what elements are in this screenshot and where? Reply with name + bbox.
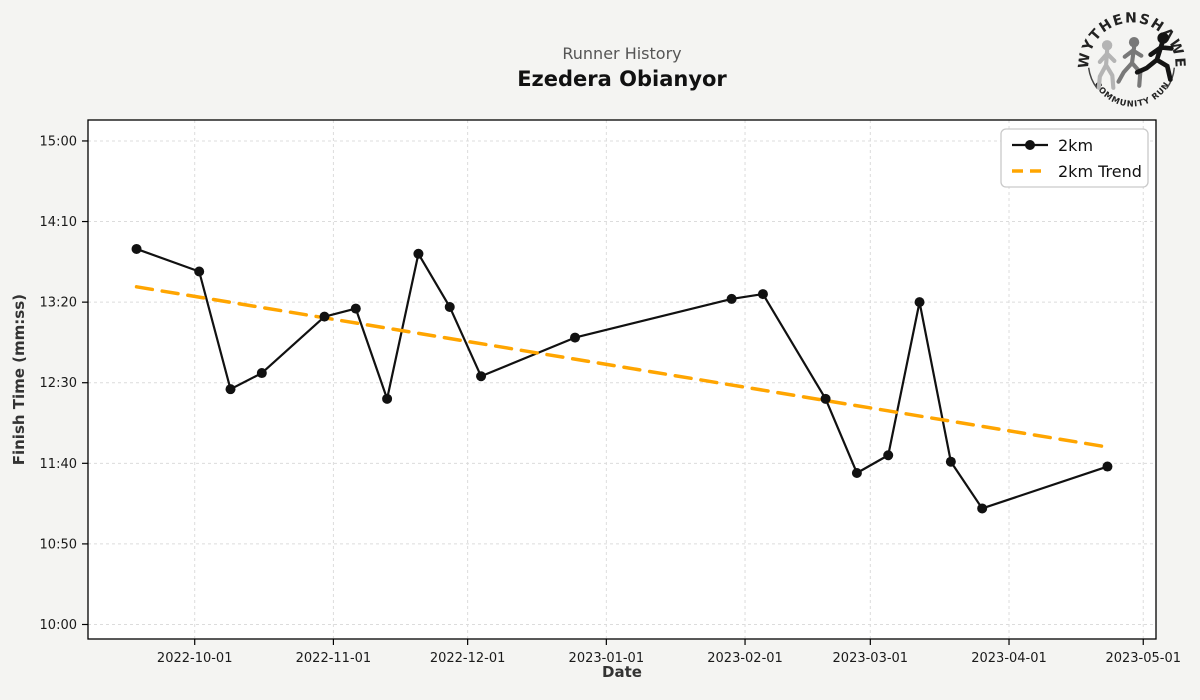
data-point bbox=[757, 289, 768, 300]
y-tick-label: 12:30 bbox=[40, 376, 77, 391]
data-point bbox=[914, 297, 925, 308]
data-point bbox=[851, 467, 862, 478]
x-tick-label: 2023-03-01 bbox=[833, 651, 909, 666]
y-tick-label: 13:20 bbox=[40, 296, 77, 311]
data-point bbox=[413, 248, 424, 259]
y-tick-label: 10:50 bbox=[40, 537, 77, 552]
data-point bbox=[883, 450, 894, 461]
legend-label-2km-trend: 2km Trend bbox=[1058, 162, 1142, 181]
trend-line-2km bbox=[134, 285, 1110, 449]
y-axis-label: Finish Time (mm:ss) bbox=[10, 294, 28, 466]
x-tick-label: 2023-02-01 bbox=[707, 651, 783, 666]
data-point bbox=[194, 266, 205, 277]
x-tick-label: 2022-11-01 bbox=[296, 651, 372, 666]
legend-marker-2km bbox=[1025, 140, 1035, 150]
data-point bbox=[977, 503, 988, 514]
data-point bbox=[350, 303, 361, 314]
y-tick-label: 10:00 bbox=[40, 618, 77, 633]
axes-frame bbox=[87, 119, 1157, 640]
logo-bottom-text: COMMUNITY RUN bbox=[1093, 80, 1172, 109]
data-point bbox=[726, 293, 737, 304]
legend-label-2km: 2km bbox=[1058, 136, 1093, 155]
runner-name: Ezedera Obianyor bbox=[517, 67, 727, 91]
data-point bbox=[131, 243, 142, 254]
runner-icon-sprinter bbox=[1134, 32, 1174, 82]
runner-icon-jogger bbox=[1116, 37, 1144, 88]
x-tick-label: 2022-10-01 bbox=[157, 651, 233, 666]
data-point bbox=[256, 368, 267, 379]
x-tick-label: 2023-01-01 bbox=[569, 651, 645, 666]
data-point bbox=[382, 393, 393, 404]
plot-area bbox=[88, 120, 1156, 639]
data-point bbox=[570, 332, 581, 343]
x-tick-label: 2023-05-01 bbox=[1105, 651, 1181, 666]
y-tick-label: 11:40 bbox=[40, 457, 77, 472]
data-point bbox=[319, 311, 330, 322]
data-point bbox=[225, 384, 236, 395]
club-logo: WYTHENSHAWE COMMUNITY RUN bbox=[1076, 10, 1186, 109]
data-point bbox=[945, 456, 956, 467]
data-point bbox=[476, 371, 487, 382]
y-axis-label-wrap: Finish Time (mm:ss) bbox=[10, 60, 28, 700]
data-point bbox=[1102, 461, 1113, 472]
runner-icon-walker bbox=[1096, 40, 1117, 90]
chart-title: Runner History bbox=[562, 44, 682, 63]
y-tick-label: 14:10 bbox=[40, 215, 77, 230]
series-line-2km bbox=[136, 247, 1108, 510]
x-tick-label: 2023-04-01 bbox=[971, 651, 1047, 666]
x-axis-label: Date bbox=[602, 663, 642, 681]
title-block: Runner History Ezedera Obianyor bbox=[88, 0, 1156, 91]
data-point bbox=[444, 301, 455, 312]
y-tick-label: 15:00 bbox=[40, 134, 77, 149]
data-point bbox=[820, 393, 831, 404]
x-tick-label: 2022-12-01 bbox=[430, 651, 506, 666]
logo-left-arc bbox=[1087, 67, 1098, 89]
